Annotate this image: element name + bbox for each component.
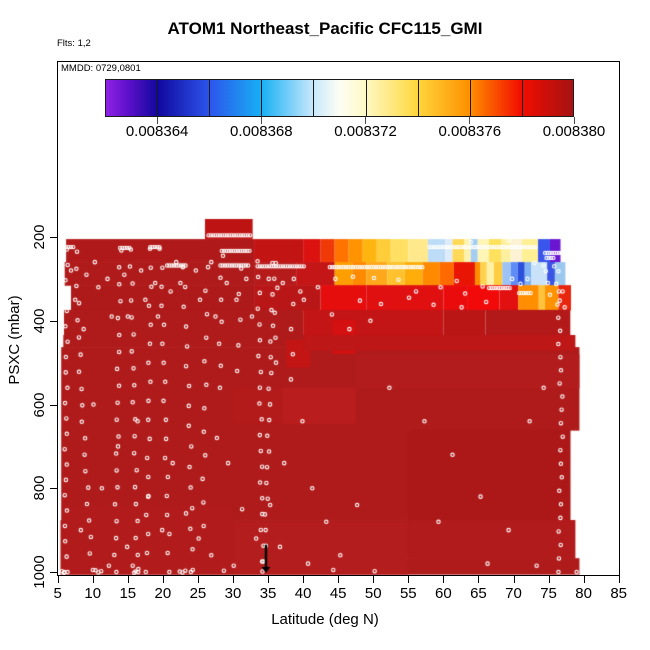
x-axis-tick	[443, 576, 445, 583]
x-axis-tick	[548, 576, 550, 583]
page-title: ATOM1 Northeast_Pacific CFC115_GMI	[167, 19, 483, 38]
x-axis-tick-label: 55	[399, 585, 417, 602]
x-axis-tick-label: 25	[189, 585, 207, 602]
colorbar-tick-label: 0.008380	[542, 123, 606, 140]
x-axis-tick-label: 65	[470, 585, 487, 602]
y-axis-tick-label: 1000	[31, 555, 48, 589]
x-axis-title: Latitude (deg N)	[271, 611, 379, 628]
x-axis-tick-label: 30	[224, 585, 242, 602]
colorbar-cell-divider	[313, 79, 315, 117]
x-axis-tick-label: 50	[364, 585, 382, 602]
x-axis-tick-label: 60	[435, 585, 452, 602]
x-axis-tick	[268, 576, 270, 583]
x-axis-tick-label: 75	[540, 585, 557, 602]
x-axis-tick	[233, 576, 234, 583]
plot-frame	[57, 61, 620, 576]
colorbar-tick	[156, 117, 158, 124]
x-axis-tick	[478, 576, 480, 583]
colorbar-cell-divider	[209, 79, 211, 117]
x-axis-tick	[583, 576, 585, 583]
y-axis-tick-label: 400	[31, 308, 48, 334]
x-axis-tick-label: 70	[505, 585, 522, 602]
x-axis-tick-label: 80	[575, 585, 592, 602]
colorbar-tick	[260, 117, 262, 124]
x-axis-tick-label: 40	[294, 585, 312, 602]
y-axis-tick	[50, 404, 57, 406]
x-axis-tick	[162, 576, 164, 583]
colorbar-cell-divider	[365, 79, 367, 117]
x-axis-tick-label: 5	[53, 585, 62, 602]
x-axis-tick	[92, 576, 94, 583]
y-axis-tick	[50, 237, 57, 238]
y-axis-tick-label: 800	[31, 475, 48, 501]
mmdd-annotation: MMDD: 0729,0801	[61, 63, 141, 74]
x-axis-tick	[338, 576, 340, 583]
y-axis-tick	[50, 572, 57, 573]
x-axis-tick-label: 45	[329, 585, 347, 602]
colorbar-tick-label: 0.008368	[230, 123, 293, 140]
colorbar-cell-divider	[261, 79, 263, 117]
x-axis-tick	[373, 576, 375, 583]
y-axis-tick-label: 600	[31, 391, 48, 418]
colorbar-cell-divider	[521, 79, 523, 117]
x-axis-tick-label: 15	[119, 585, 137, 602]
y-axis-tick	[50, 488, 57, 490]
colorbar-tick-label: 0.008376	[438, 123, 502, 140]
x-axis-tick-label: 85	[610, 585, 628, 602]
colorbar-cell-divider	[417, 79, 419, 117]
x-axis-tick-label: 10	[84, 585, 102, 602]
x-axis-tick	[303, 576, 305, 583]
y-axis-tick	[50, 320, 57, 322]
x-axis-tick-label: 35	[259, 585, 277, 602]
x-axis-tick	[57, 576, 59, 583]
y-axis-title: PSXC (mbar)	[6, 295, 23, 385]
x-axis-tick-label: 20	[154, 585, 172, 602]
flights-annotation: Flts: 1,2	[57, 38, 91, 49]
x-axis-tick	[408, 576, 410, 583]
colorbar-tick-label: 0.008372	[334, 123, 397, 140]
y-axis-tick-label: 200	[31, 224, 48, 250]
colorbar	[105, 79, 574, 117]
x-axis-tick	[197, 576, 199, 583]
colorbar-cell-divider	[469, 79, 471, 117]
colorbar-cell-divider	[157, 79, 159, 117]
x-axis-tick	[618, 576, 620, 583]
x-axis-tick	[513, 576, 515, 583]
colorbar-tick	[573, 117, 575, 124]
colorbar-tick-label: 0.008364	[125, 123, 189, 140]
x-axis-tick	[127, 576, 129, 583]
colorbar-tick	[469, 117, 471, 124]
colorbar-tick	[365, 117, 367, 124]
